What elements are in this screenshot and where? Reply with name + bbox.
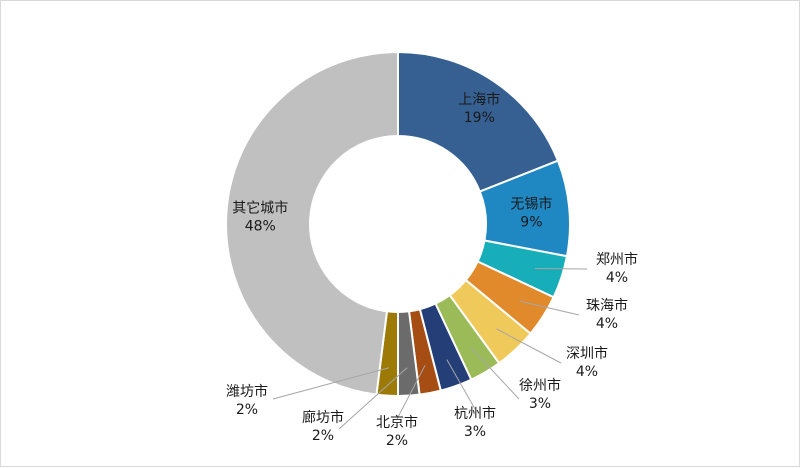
slice-label-珠海市: 珠海市 (586, 297, 628, 314)
slice-percent-深圳市: 4% (576, 364, 598, 380)
slice-label-徐州市: 徐州市 (519, 377, 561, 394)
slice-上海市 (397, 50, 560, 193)
slices (224, 50, 571, 398)
slice-percent-珠海市: 4% (596, 316, 618, 332)
slice-label-潍坊市: 潍坊市 (226, 383, 268, 400)
leader-lines (272, 267, 588, 430)
leader-line-北京市 (396, 365, 426, 420)
slice-percent-其它城市: 48% (245, 218, 276, 234)
slice-percent-潍坊市: 2% (236, 402, 258, 418)
leader-line-珠海市 (519, 300, 580, 316)
slice-percent-杭州市: 3% (464, 424, 486, 440)
leader-line-潍坊市 (272, 367, 390, 400)
slice-label-廊坊市: 廊坊市 (302, 409, 344, 426)
leader-line-徐州市 (470, 347, 520, 400)
slice-label-上海市: 上海市 (458, 91, 500, 108)
slice-labels: 上海市 19% 无锡市 9% 郑州市 4% 珠海市 4% 深圳市 4% 徐州市 3% 杭州市 3% 北京市 2… (226, 91, 638, 449)
slice-label-无锡市: 无锡市 (510, 195, 552, 212)
leader-line-郑州市 (534, 267, 588, 270)
slice-percent-上海市: 19% (464, 110, 495, 126)
slice-label-杭州市: 杭州市 (454, 405, 496, 422)
leader-line-深圳市 (496, 328, 562, 364)
slice-其它城市 (224, 50, 399, 396)
slice-label-其它城市: 其它城市 (232, 199, 288, 216)
slice-percent-徐州市: 3% (529, 396, 551, 412)
slice-label-北京市: 北京市 (376, 414, 418, 431)
slice-percent-廊坊市: 2% (312, 428, 334, 444)
leader-line-廊坊市 (338, 367, 408, 430)
slice-percent-北京市: 2% (386, 433, 408, 449)
leader-line-杭州市 (446, 359, 476, 410)
slice-percent-无锡市: 9% (520, 214, 542, 230)
slice-label-郑州市: 郑州市 (596, 251, 638, 268)
slice-percent-郑州市: 4% (606, 270, 628, 286)
slice-label-深圳市: 深圳市 (566, 345, 608, 362)
